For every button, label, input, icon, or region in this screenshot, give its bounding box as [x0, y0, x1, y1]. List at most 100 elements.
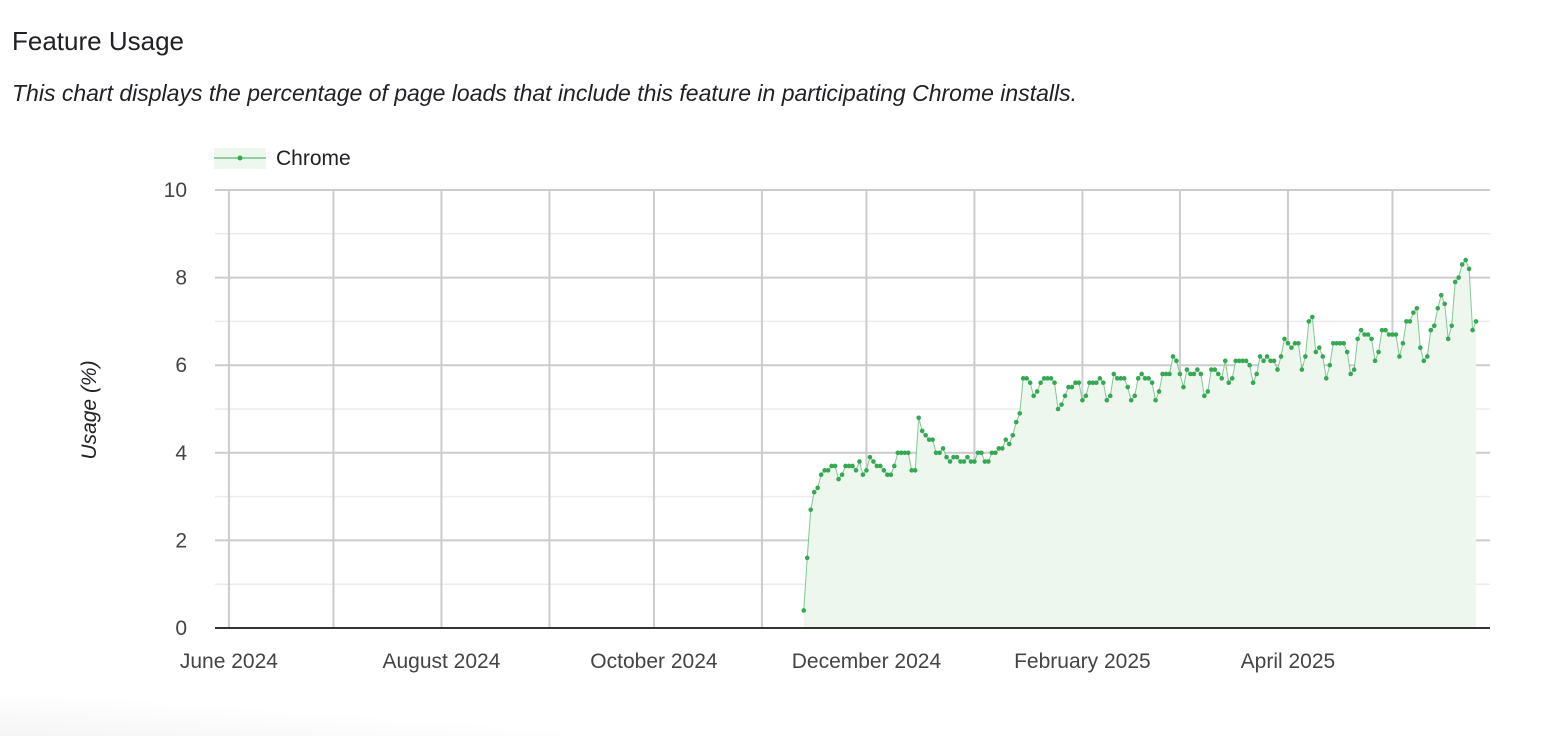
- data-point: [1292, 341, 1298, 346]
- data-point: [933, 450, 939, 456]
- data-point: [1404, 319, 1409, 324]
- data-point: [1463, 257, 1468, 263]
- data-point: [1411, 310, 1416, 315]
- data-point: [1303, 354, 1308, 359]
- legend-label-chrome: Chrome: [276, 147, 351, 170]
- data-point: [1362, 332, 1367, 337]
- data-point: [1341, 341, 1346, 346]
- y-tick-label: 4: [175, 442, 187, 465]
- data-point: [916, 415, 921, 421]
- data-point: [1459, 262, 1465, 267]
- data-point: [1062, 393, 1068, 399]
- data-point: [1400, 341, 1406, 346]
- data-point: [1386, 332, 1392, 337]
- data-point: [1257, 354, 1263, 359]
- data-point: [1055, 406, 1061, 412]
- data-point: [1135, 376, 1141, 381]
- legend[interactable]: Chrome: [214, 147, 351, 170]
- data-point: [1247, 362, 1252, 368]
- data-point: [1226, 380, 1232, 386]
- data-point: [1240, 358, 1245, 364]
- data-point: [1456, 275, 1461, 280]
- data-point: [1282, 336, 1287, 342]
- data-point: [1080, 397, 1085, 403]
- data-point: [836, 476, 841, 482]
- y-tick-label: 0: [175, 617, 187, 640]
- data-point: [1365, 332, 1371, 337]
- data-point: [1003, 437, 1009, 442]
- data-point: [989, 450, 995, 456]
- data-point: [1421, 358, 1427, 364]
- y-axis-label: Usage (%): [78, 360, 101, 459]
- data-point: [1087, 380, 1092, 386]
- data-point: [979, 450, 984, 456]
- data-point: [1128, 397, 1134, 403]
- data-point: [1076, 380, 1082, 386]
- data-point: [1243, 358, 1249, 364]
- data-point: [958, 459, 963, 464]
- data-point: [1271, 358, 1277, 364]
- data-point: [1034, 389, 1040, 394]
- x-tick-label: August 2024: [382, 650, 500, 673]
- data-point: [857, 459, 862, 464]
- data-point: [1048, 376, 1054, 381]
- data-point: [1069, 384, 1075, 390]
- data-point: [1431, 323, 1437, 329]
- data-point: [1383, 327, 1388, 333]
- data-point: [954, 454, 960, 460]
- data-point: [1418, 345, 1423, 350]
- data-point: [1289, 345, 1294, 350]
- data-point: [1104, 397, 1110, 403]
- data-point: [1310, 314, 1315, 320]
- data-point: [829, 463, 834, 469]
- data-point: [930, 437, 935, 442]
- data-point: [1031, 393, 1036, 399]
- data-point: [815, 485, 820, 491]
- y-tick-label: 2: [175, 529, 187, 552]
- data-point: [1010, 432, 1016, 438]
- data-point: [804, 555, 810, 561]
- data-point: [1142, 376, 1148, 381]
- data-point: [919, 428, 925, 434]
- data-point: [1261, 358, 1266, 364]
- data-point: [1414, 305, 1420, 311]
- area-fill-chrome: [803, 260, 1477, 628]
- data-point: [860, 472, 866, 478]
- data-point: [1094, 380, 1099, 386]
- data-point: [822, 468, 827, 473]
- data-point: [972, 459, 977, 464]
- data-point: [905, 450, 911, 456]
- data-point: [853, 468, 859, 473]
- data-point: [1369, 336, 1374, 342]
- data-point: [1170, 354, 1176, 359]
- data-point: [1174, 358, 1179, 364]
- data-point: [1452, 279, 1458, 285]
- data-point: [801, 608, 807, 613]
- data-point: [1163, 371, 1169, 377]
- data-point: [1153, 397, 1158, 403]
- data-point: [1066, 384, 1071, 390]
- data-point: [818, 472, 824, 478]
- data-point: [1327, 362, 1333, 368]
- data-point: [874, 463, 880, 469]
- data-point: [1313, 349, 1319, 355]
- chart-description: This chart displays the percentage of pa…: [12, 80, 1077, 106]
- data-point: [1296, 341, 1301, 346]
- data-point: [1275, 367, 1280, 372]
- data-point: [1445, 336, 1451, 342]
- data-point: [1449, 323, 1454, 329]
- series-area: [803, 259, 1477, 628]
- data-point: [926, 437, 932, 442]
- data-point: [878, 463, 883, 469]
- data-point: [885, 472, 890, 478]
- data-point: [1397, 354, 1402, 359]
- data-point: [1299, 367, 1305, 372]
- data-point: [843, 463, 848, 469]
- data-point: [1083, 393, 1089, 399]
- data-point: [1306, 319, 1312, 324]
- y-tick-label: 8: [175, 267, 187, 290]
- data-point: [1195, 367, 1200, 372]
- data-point: [864, 468, 869, 473]
- data-point: [1358, 327, 1364, 333]
- data-point: [996, 446, 1002, 451]
